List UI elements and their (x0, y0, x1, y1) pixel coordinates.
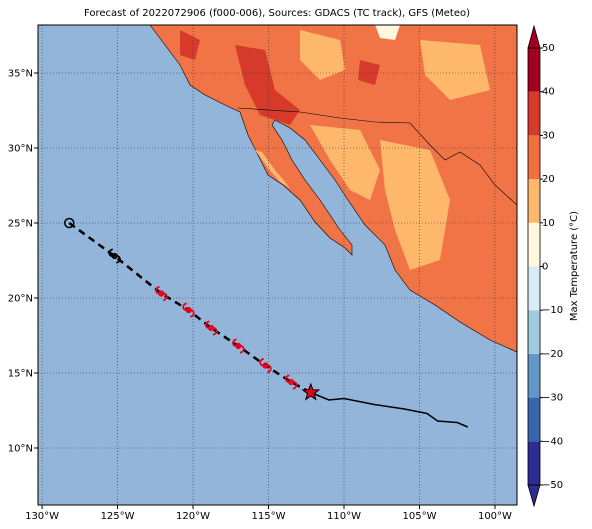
x-tick-label: 120°W (176, 511, 210, 522)
y-tick-label: 35°N (8, 69, 33, 80)
colorbar: −50 −40 −30 −20 −10 0 10 20 30 40 50 (527, 24, 563, 508)
land (149, 25, 517, 353)
past-track (310, 391, 469, 428)
colorbar-bin (528, 441, 540, 485)
forecast-track (68, 221, 312, 394)
colorbar-bin (528, 179, 540, 223)
border (237, 107, 517, 206)
colorbar-tick-label: −20 (542, 349, 563, 360)
y-tick-label: 30°N (8, 144, 33, 155)
cyclone-marker (155, 285, 168, 302)
cyclone-marker (108, 248, 121, 264)
cool-patch (375, 25, 400, 40)
colorbar-bin (528, 222, 540, 267)
colorbar-tick-label: 50 (542, 43, 555, 54)
warm-patch (300, 30, 345, 80)
colorbar-tick-label: 40 (542, 87, 555, 98)
cyclone-marker (259, 357, 272, 374)
colorbar-tick-label: −30 (542, 393, 563, 404)
cyclone-marker (182, 302, 195, 318)
colorbar-tick-label: −50 (542, 480, 563, 491)
warm-patch (380, 140, 450, 270)
track-start (63, 217, 75, 229)
current-position (301, 382, 321, 401)
colorbar-tick-label: −10 (542, 305, 563, 316)
y-tick-label: 10°N (8, 444, 33, 455)
x-tick-label: 115°W (252, 511, 286, 522)
colorbar-tick-label: −40 (542, 436, 563, 447)
x-tick-label: 110°W (327, 511, 361, 522)
x-tick-label: 100°W (478, 511, 512, 522)
cyclone-marker (284, 374, 298, 390)
hot-patch (358, 60, 380, 85)
track (63, 217, 469, 428)
x-tick-label: 125°W (101, 511, 135, 522)
colorbar-bin (528, 48, 540, 92)
x-tick-label: 105°W (402, 511, 436, 522)
colorbar-bin (528, 266, 540, 311)
colorbar-label: Max Temperature (°C) (569, 211, 580, 321)
land-mass (149, 25, 517, 353)
map-title: Forecast of 2022072906 (f000-006), Sourc… (84, 8, 470, 19)
colorbar-bin (528, 397, 540, 442)
x-tick-label: 130°W (25, 511, 59, 522)
grid: 130°W 125°W 120°W 115°W 110°W 105°W 100°W 10°N 1… (8, 25, 517, 522)
warm-patch (255, 150, 290, 188)
colorbar-extend-top (527, 24, 541, 49)
cyclone-marker (204, 320, 218, 336)
colorbar-bin (528, 353, 540, 398)
colorbar-extend-bottom (527, 484, 541, 508)
colorbar-tick-label: 0 (542, 262, 548, 273)
colorbar-bin (528, 310, 540, 354)
plot-frame (37, 24, 518, 506)
warm-patch (420, 40, 490, 100)
hot-patch (180, 30, 200, 60)
hot-patch (235, 45, 300, 125)
colorbar-tick-label: 10 (542, 218, 555, 229)
y-tick-label: 20°N (8, 294, 33, 305)
warm-patch (310, 125, 380, 200)
colorbar-bin (528, 91, 540, 136)
cyclone-marker (232, 338, 245, 354)
colorbar-bin (528, 135, 540, 180)
y-tick-label: 25°N (8, 219, 33, 230)
colorbar-tick-label: 20 (542, 174, 555, 185)
colorbar-tick-label: 30 (542, 130, 555, 141)
y-tick-label: 15°N (8, 369, 33, 380)
